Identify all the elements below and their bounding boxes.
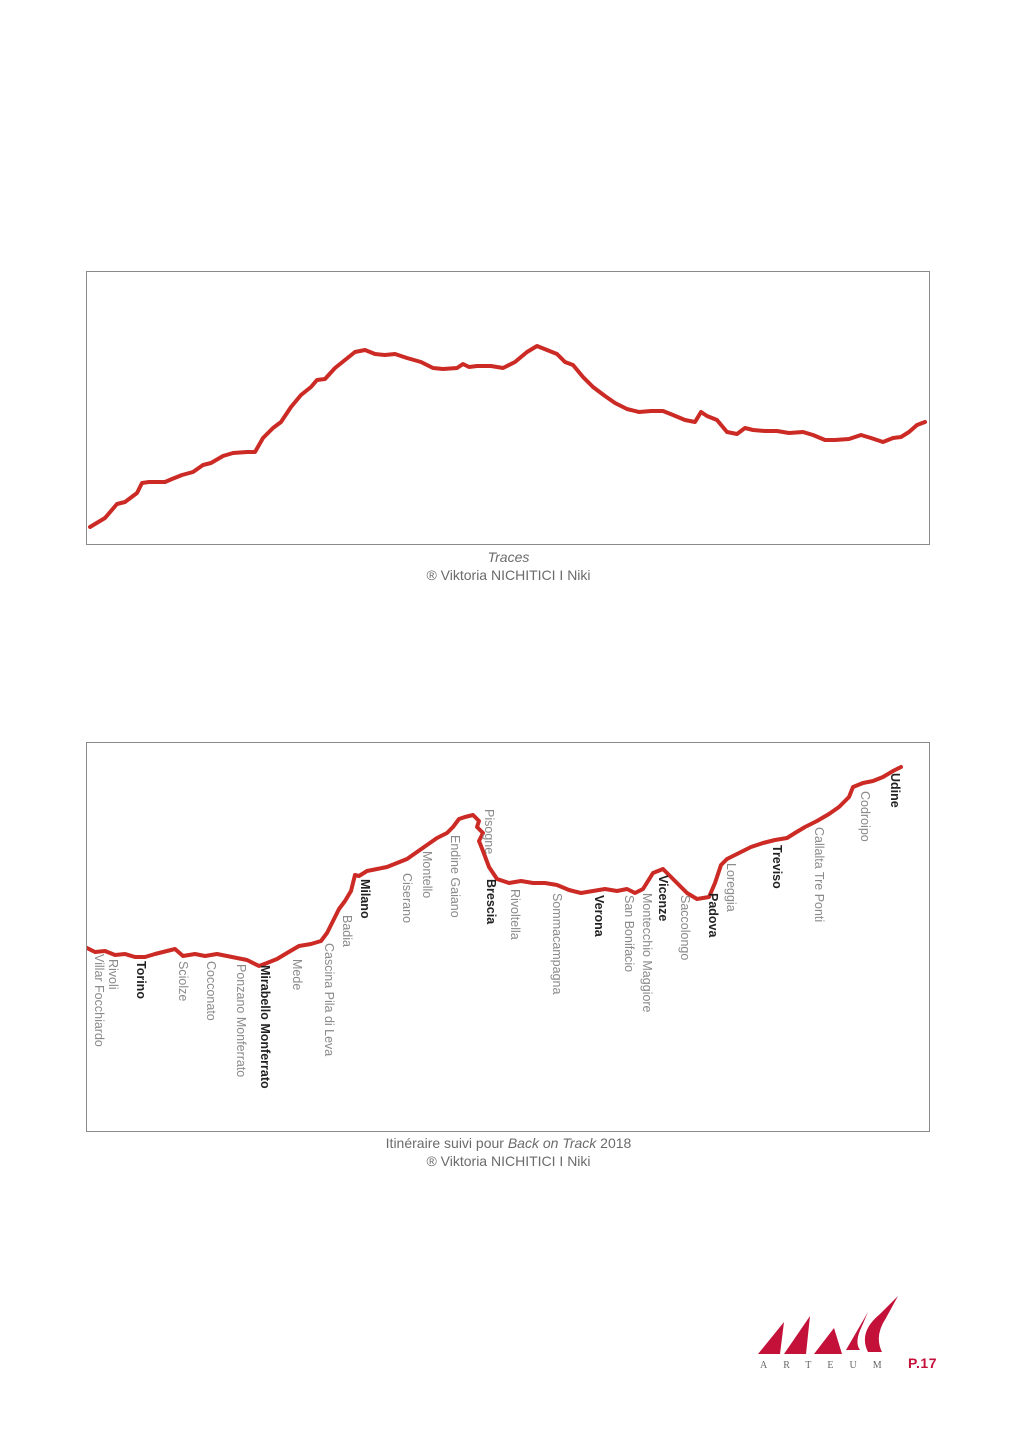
traces-figure — [86, 271, 930, 545]
town-label: Codroipo — [858, 791, 872, 842]
town-label: Ponzano Monferrato — [234, 964, 248, 1077]
town-label: Badia — [340, 915, 354, 947]
town-label: Torino — [134, 961, 148, 999]
town-label: Mirabello Monferrato — [258, 965, 272, 1089]
traces-caption: Traces ® Viktoria NICHITICI I Niki — [0, 548, 1017, 584]
traces-line-drawing — [88, 344, 927, 529]
logo-wordmark: ARTEUM — [760, 1360, 898, 1370]
town-label: Ciserano — [400, 873, 414, 923]
town-label: Padova — [706, 893, 720, 939]
town-label: Pisogne — [482, 809, 496, 854]
town-label: Milano — [358, 879, 372, 919]
town-label: San Bonifacio — [622, 895, 636, 972]
arteum-logo-mark: ARTEUM — [758, 1296, 898, 1371]
itinerary-caption-italic: Back on Track — [507, 1135, 597, 1151]
itinerary-caption-title: Itinéraire suivi pour Back on Track 2018 — [0, 1134, 1017, 1152]
itinerary-map: Villar Focchiardo Rivoli Torino Sciolze Cocc… — [87, 765, 903, 1089]
town-label: Treviso — [770, 845, 784, 889]
town-label: Rivoli — [106, 959, 120, 990]
town-label: Vicenze — [656, 875, 670, 921]
town-label: Rivoltella — [508, 889, 522, 940]
town-label: Brescia — [484, 879, 498, 925]
town-label: Sommacampagna — [550, 893, 564, 994]
page-number: P.17 — [908, 1355, 937, 1371]
town-label: Endine Gaiano — [448, 835, 462, 918]
traces-line — [88, 344, 927, 529]
town-label: Mede — [290, 959, 304, 990]
itinerary-caption-suffix: 2018 — [596, 1135, 632, 1151]
traces-caption-credit: ® Viktoria NICHITICI I Niki — [426, 567, 591, 583]
town-label: Verona — [592, 895, 606, 938]
town-label: Loreggia — [724, 863, 738, 912]
arteum-logo: ARTEUM — [750, 1292, 910, 1371]
traces-caption-title: Traces — [487, 549, 530, 565]
town-label: Sciolze — [176, 961, 190, 1001]
itinerary-caption-prefix: Itinéraire suivi pour — [385, 1135, 508, 1151]
town-label: Saccolongo — [678, 895, 692, 960]
town-label: Montello — [420, 851, 434, 898]
itinerary-figure: Villar Focchiardo Rivoli Torino Sciolze Cocc… — [86, 742, 930, 1132]
town-label: Montecchio Maggiore — [640, 893, 654, 1013]
town-labels: Villar Focchiardo Rivoli Torino Sciolze Cocc… — [92, 773, 902, 1089]
town-label: Cascina Pila di Leva — [322, 943, 336, 1056]
itinerary-route — [87, 765, 903, 968]
town-label: Udine — [888, 773, 902, 808]
itinerary-caption: Itinéraire suivi pour Back on Track 2018… — [0, 1134, 1017, 1170]
town-label: Cocconato — [204, 961, 218, 1021]
itinerary-caption-credit: ® Viktoria NICHITICI I Niki — [426, 1153, 591, 1169]
town-label: Villar Focchiardo — [92, 954, 106, 1047]
town-label: Callalta Tre Ponti — [812, 827, 826, 922]
